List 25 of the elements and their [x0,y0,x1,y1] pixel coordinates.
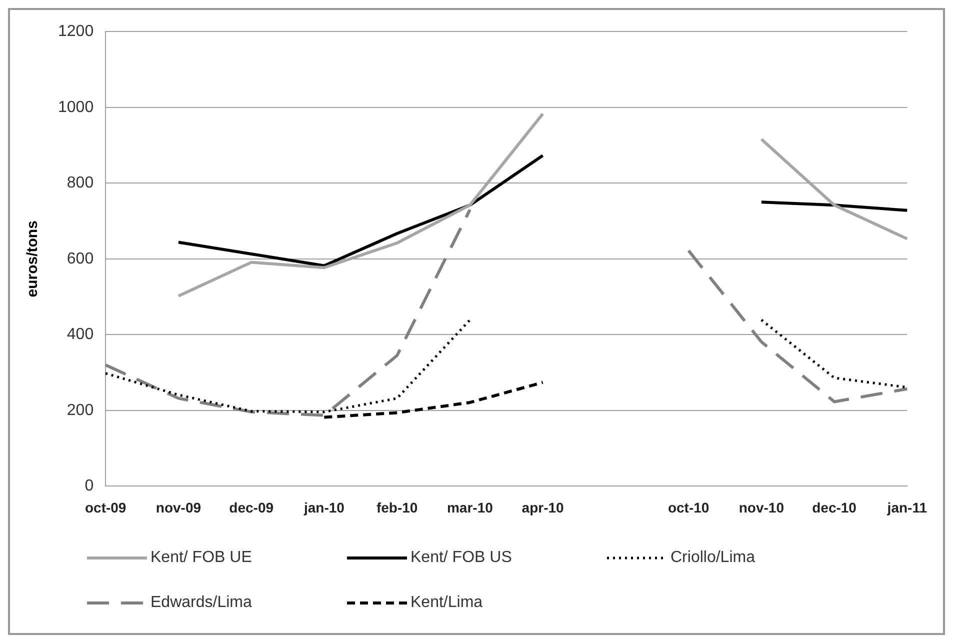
y-tick-label: 1200 [58,23,94,40]
x-tick-label: dec-09 [229,499,274,516]
legend-label: Edwards/Lima [150,594,252,612]
y-tick-label: 800 [66,174,94,192]
legend-label: Criollo/Lima [670,548,755,566]
x-tick-label: nov-10 [738,499,784,516]
legend-label: Kent/ FOB UE [150,548,252,566]
line-series [322,380,544,419]
x-tick-label: apr-10 [522,499,564,516]
y-tick-label: 400 [66,326,94,344]
x-tick-label: jan-10 [302,499,345,516]
y-axis-title: euros/tons [24,220,42,298]
x-tick-label: mar-10 [446,499,494,516]
y-tick-label: 200 [66,402,94,419]
x-tick-label: jan-11 [886,499,928,516]
legend-label: Kent/Lima [410,594,483,612]
x-tick-label: feb-10 [376,499,418,516]
x-tick-label: oct-09 [84,499,126,516]
y-tick-label: 1000 [58,98,94,116]
legend-label: Kent/ FOB US [410,548,512,566]
y-tick-label: 0 [84,478,94,495]
x-tick-label: nov-09 [156,499,202,516]
x-tick-label: dec-10 [812,499,857,516]
x-tick-label: oct-10 [668,499,710,516]
y-tick-label: 600 [66,250,94,268]
